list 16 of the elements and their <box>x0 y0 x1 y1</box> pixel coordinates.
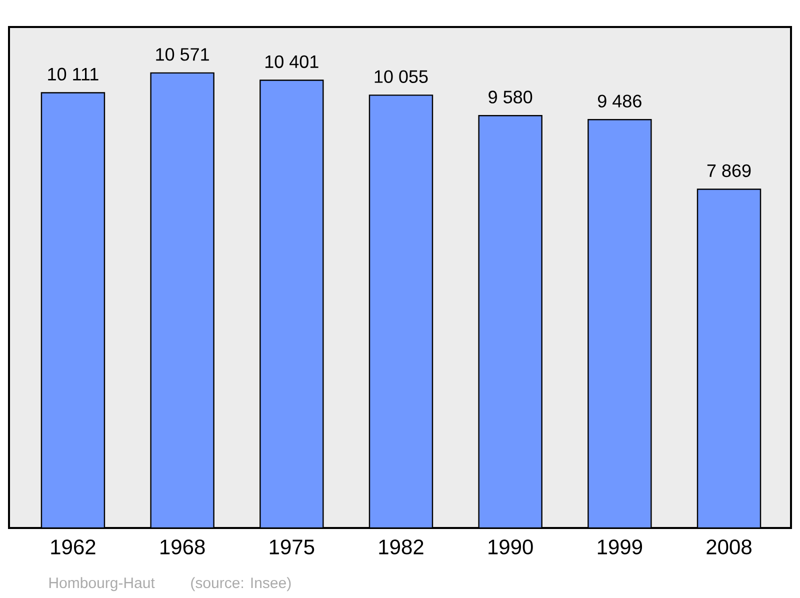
data-label: 10 055 <box>374 70 428 83</box>
data-label: 9 486 <box>598 94 642 108</box>
text: Hombourg-Haut <box>49 577 155 592</box>
x-tick-label: 1962 <box>51 540 96 554</box>
data-label: 7 869 <box>707 164 751 178</box>
x-tick-label: 1990 <box>488 540 533 554</box>
x-tick-label: 2008 <box>706 540 752 554</box>
x-tick-label: 1975 <box>270 540 314 554</box>
data-label: 10 571 <box>156 48 209 61</box>
data-label: 10 401 <box>265 55 318 68</box>
text: (source: Insee) <box>191 577 291 592</box>
x-tick-label: 1968 <box>160 540 205 554</box>
data-label: 10 111 <box>48 68 98 81</box>
x-tick-label: 1999 <box>598 540 642 554</box>
x-tick-label: 1982 <box>379 540 424 554</box>
data-label: 9 580 <box>488 90 532 104</box>
